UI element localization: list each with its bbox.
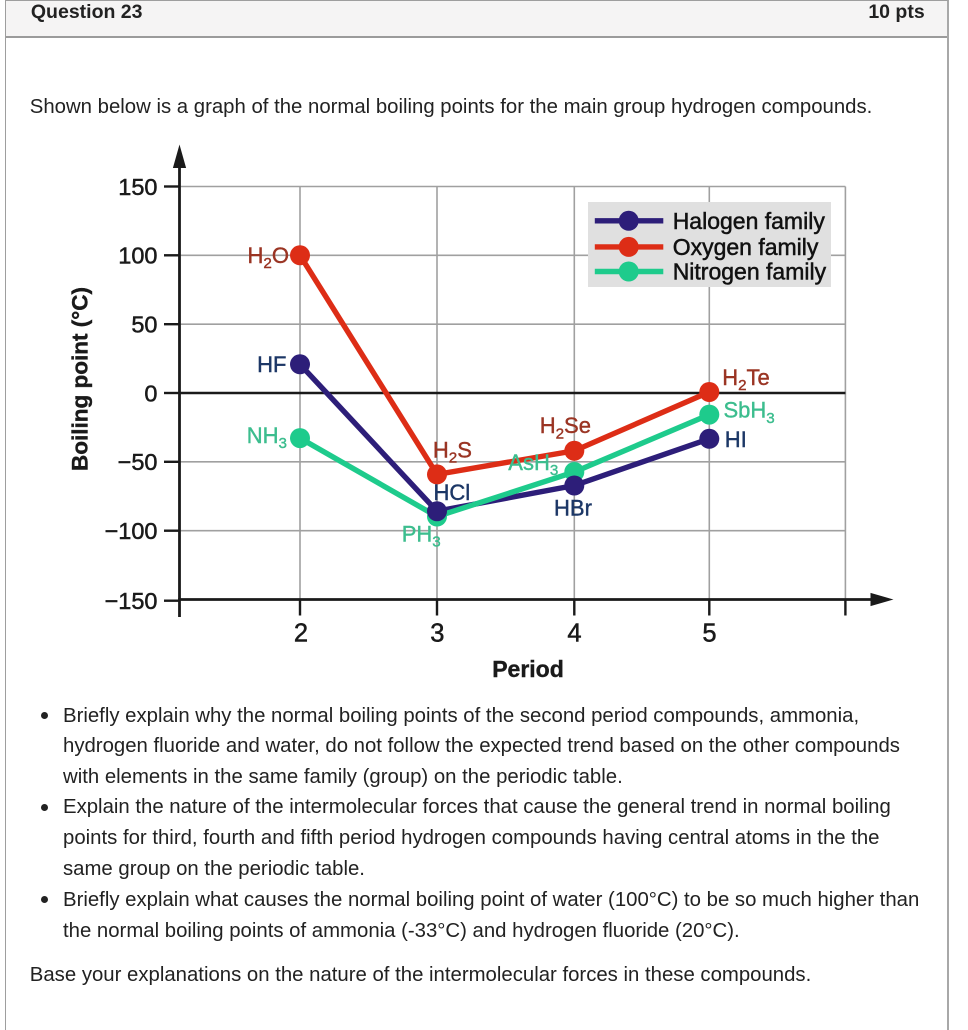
svg-text:H2S: H2S bbox=[433, 437, 472, 466]
svg-text:HCl: HCl bbox=[434, 480, 471, 505]
svg-text:H2Te: H2Te bbox=[722, 365, 770, 394]
svg-text:HI: HI bbox=[725, 427, 747, 452]
svg-text:3: 3 bbox=[430, 620, 444, 648]
svg-text:Oxygen family: Oxygen family bbox=[673, 234, 819, 260]
svg-text:Nitrogen family: Nitrogen family bbox=[673, 259, 827, 285]
svg-text:4: 4 bbox=[567, 620, 581, 648]
svg-text:5: 5 bbox=[702, 620, 716, 648]
svg-text:H2Se: H2Se bbox=[540, 413, 591, 442]
svg-text:NH3: NH3 bbox=[247, 423, 287, 452]
svg-text:100: 100 bbox=[118, 243, 157, 269]
svg-text:Period: Period bbox=[492, 656, 564, 682]
svg-text:−50: −50 bbox=[118, 449, 158, 475]
svg-text:SbH3: SbH3 bbox=[724, 398, 775, 427]
svg-text:150: 150 bbox=[118, 174, 157, 200]
svg-text:2: 2 bbox=[294, 620, 308, 648]
svg-text:−150: −150 bbox=[105, 588, 158, 614]
svg-text:Boiling point (°C): Boiling point (°C) bbox=[68, 287, 93, 471]
svg-text:HF: HF bbox=[257, 352, 286, 377]
svg-text:Halogen family: Halogen family bbox=[673, 208, 826, 234]
svg-text:0: 0 bbox=[144, 380, 157, 406]
svg-text:−100: −100 bbox=[105, 518, 158, 544]
svg-text:50: 50 bbox=[131, 312, 157, 338]
svg-text:HBr: HBr bbox=[554, 495, 592, 520]
svg-text:H2O: H2O bbox=[248, 243, 289, 272]
